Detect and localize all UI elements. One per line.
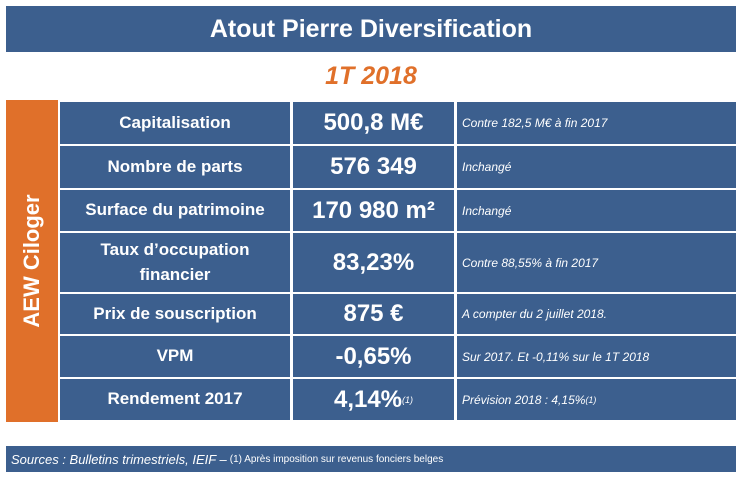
row-value: 4,14% (1)	[293, 379, 454, 420]
value-footnote: (1)	[402, 394, 414, 405]
row-note: Inchangé	[457, 190, 736, 231]
note-text: Contre 88,55% à fin 2017	[462, 255, 599, 270]
value-text: 500,8 M€	[323, 109, 424, 136]
value-text: 875 €	[343, 300, 404, 327]
side-label: AEW Ciloger	[19, 194, 44, 328]
row-value: -0,65%	[293, 336, 454, 377]
row-label: Rendement 2017	[60, 379, 290, 420]
row-note: Sur 2017. Et -0,11% sur le 1T 2018	[457, 336, 736, 377]
row-label: Nombre de parts	[60, 146, 290, 188]
sources-text: Sources : Bulletins trimestriels, IEIF –	[11, 451, 227, 467]
value-text: 4,14%	[333, 385, 403, 413]
row-value: 170 980 m²	[293, 190, 454, 231]
note-text: Contre 182,5 M€ à fin 2017	[462, 116, 608, 130]
side-bar: AEW Ciloger	[6, 100, 58, 422]
row-value: 576 349	[293, 146, 454, 188]
value-text: -0,65%	[335, 342, 412, 370]
title: Atout Pierre Diversification	[6, 6, 736, 52]
row-note: Inchangé	[457, 146, 736, 188]
note-text: Inchangé	[462, 203, 512, 218]
row-value: 500,8 M€	[293, 102, 454, 144]
note-text: Sur 2017. Et -0,11% sur le 1T 2018	[462, 349, 650, 364]
note-footnote: (1)	[585, 394, 597, 405]
value-text: 170 980 m²	[312, 196, 435, 224]
row-value: 875 €	[293, 294, 454, 334]
value-text: 576 349	[330, 153, 417, 180]
row-label: VPM	[60, 336, 290, 377]
row-label: Prix de souscription	[60, 294, 290, 334]
row-note: Contre 88,55% à fin 2017	[457, 233, 736, 292]
period: 1T 2018	[325, 61, 417, 90]
row-note: A compter du 2 juillet 2018.	[457, 294, 736, 334]
row-note: Contre 182,5 M€ à fin 2017	[457, 102, 736, 144]
note-text: Inchangé	[462, 160, 512, 174]
row-label: Taux d’occupation financier	[60, 233, 290, 292]
row-label: Capitalisation	[60, 102, 290, 144]
sources: Sources : Bulletins trimestriels, IEIF –…	[6, 446, 736, 472]
note-text: A compter du 2 juillet 2018.	[462, 307, 607, 321]
row-value: 83,23%	[293, 233, 454, 292]
value-text: 83,23%	[332, 248, 415, 276]
row-note: Prévision 2018 : 4,15% (1)	[457, 379, 736, 420]
row-label: Surface du patrimoine	[60, 190, 290, 231]
footnote: (1) Après imposition sur revenus foncier…	[229, 453, 444, 465]
note-text: Prévision 2018 : 4,15%	[462, 392, 586, 407]
